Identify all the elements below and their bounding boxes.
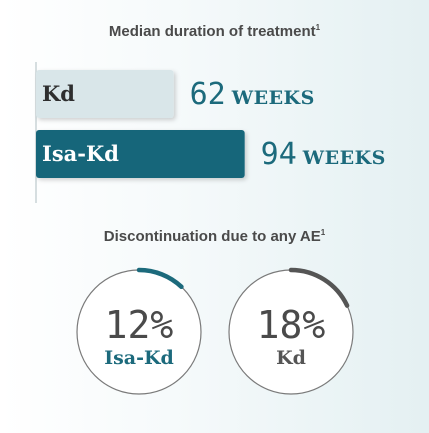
bar-value-kd: 62 WEEKS: [190, 77, 315, 112]
discontinuation-chart-title: Discontinuation due to any AE1: [0, 228, 429, 245]
duration-chart-title-marker: 1: [315, 23, 321, 32]
bar-value-number: 62: [190, 77, 226, 112]
bar-value-isa-kd: 94 WEEKS: [261, 137, 386, 172]
arc-kd: [288, 267, 350, 308]
discontinuation-chart-title-text: Discontinuation due to any AE: [103, 228, 321, 245]
bar-value-number: 94: [261, 137, 297, 172]
circle-label-isa-kd: Isa-Kd: [104, 347, 174, 369]
percent-kd: 18%: [257, 303, 326, 347]
bar-label-isa-kd: Isa-Kd: [42, 141, 119, 166]
discontinuation-chart-title-marker: 1: [320, 228, 326, 237]
percent-isa-kd: 12%: [105, 303, 174, 347]
bar-value-unit: WEEKS: [231, 87, 315, 109]
bar-isa-kd: [36, 130, 245, 178]
circle-label-kd: Kd: [276, 347, 306, 369]
bar-value-unit: WEEKS: [302, 147, 386, 169]
bar-label-kd: Kd: [42, 81, 75, 106]
arc-isa-kd: [136, 267, 184, 290]
duration-chart-title-text: Median duration of treatment: [108, 23, 316, 40]
bar-kd: [36, 70, 174, 118]
duration-chart-title: Median duration of treatment1: [0, 23, 429, 40]
